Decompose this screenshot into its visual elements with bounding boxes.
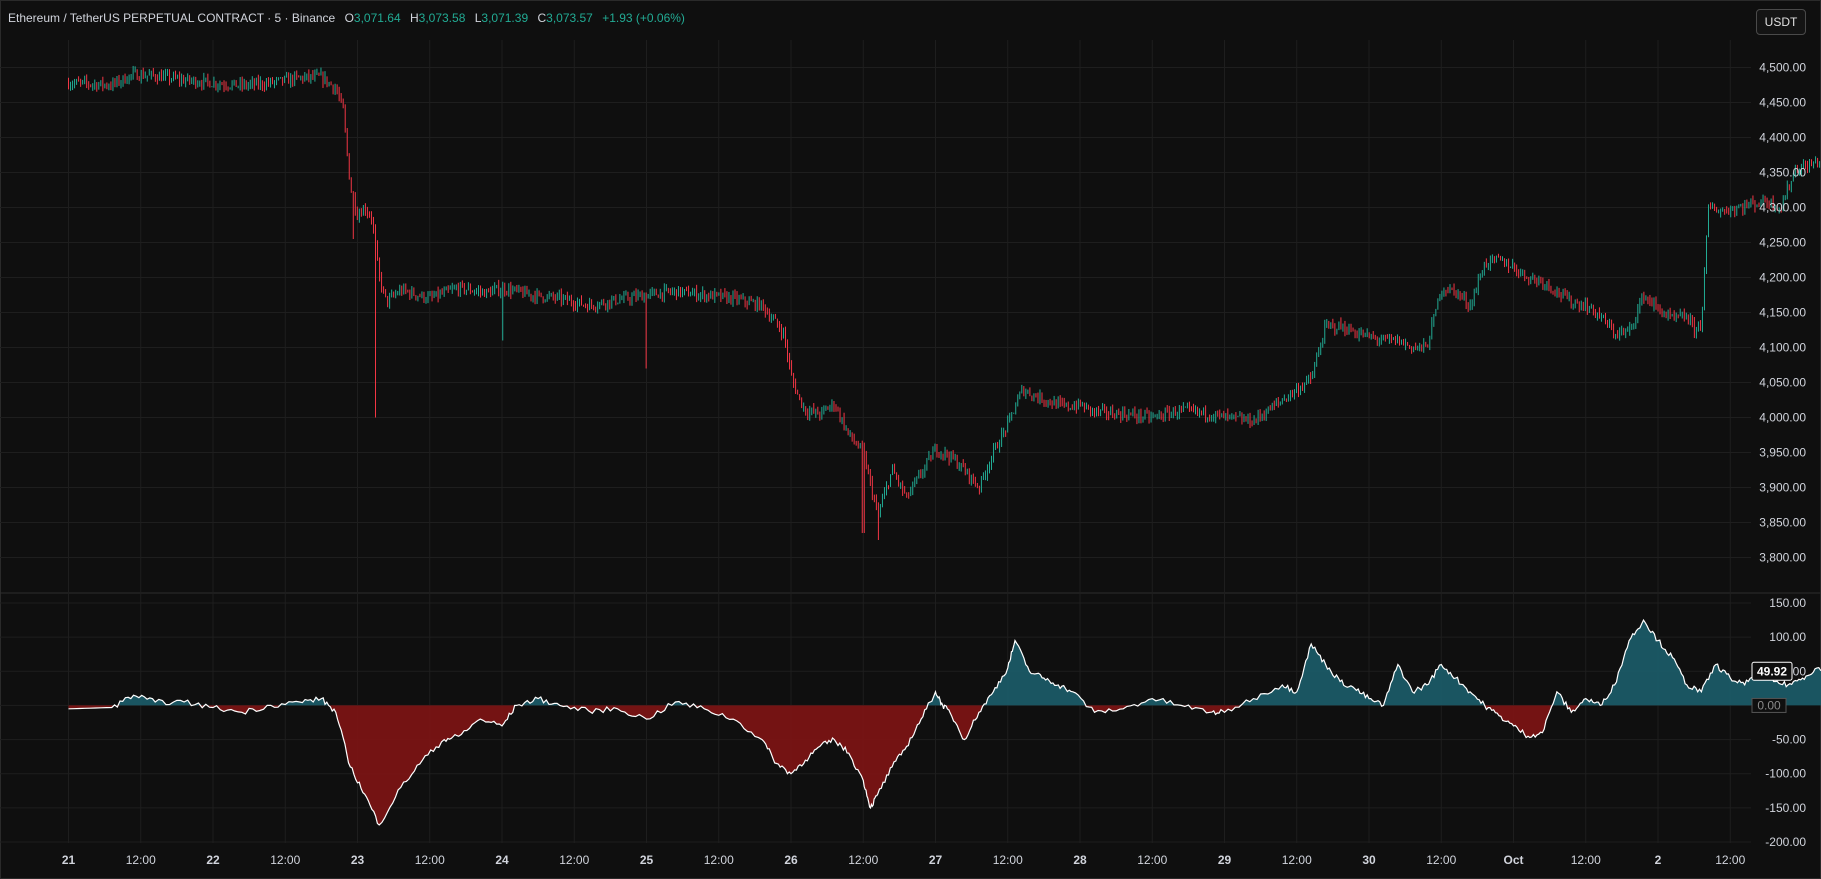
time-tick-label: 12:00	[559, 853, 589, 867]
price-tick-label: 4,100.00	[1759, 341, 1806, 355]
price-tick-label: 3,900.00	[1759, 481, 1806, 495]
axes: 4,500.00 4,450.00 4,400.00 4,350.00 4,300.00…	[62, 61, 1807, 868]
oscillator-pane[interactable]	[68, 618, 1821, 826]
price-pane[interactable]	[68, 65, 1821, 540]
low-label: L	[474, 11, 482, 25]
price-tick-label: 4,200.00	[1759, 271, 1806, 285]
time-tick-label: 12:00	[1571, 853, 1601, 867]
osc-negative-area	[68, 705, 1821, 825]
osc-tick-label: -200.00	[1765, 835, 1806, 849]
close-label: C	[537, 11, 547, 25]
symbol-title[interactable]: Ethereum / TetherUS PERPETUAL CONTRACT ·…	[8, 11, 336, 25]
time-tick-label: 29	[1218, 853, 1232, 867]
osc-tick-label: -150.00	[1765, 801, 1806, 815]
open-label: O	[344, 11, 354, 25]
last-value-box	[1751, 661, 1793, 681]
price-tick-label: 3,800.00	[1759, 551, 1806, 565]
time-tick-label: 12:00	[1282, 853, 1312, 867]
price-tick-label: 4,450.00	[1759, 96, 1806, 110]
time-tick-label: 12:00	[1426, 853, 1456, 867]
osc-positive-area	[68, 620, 1821, 706]
time-tick-label: 12:00	[993, 853, 1023, 867]
time-tick-label: 27	[929, 853, 943, 867]
price-tick-label: 4,000.00	[1759, 411, 1806, 425]
change-value: +1.93 (+0.06%)	[602, 11, 685, 25]
time-tick-label: 12:00	[270, 853, 300, 867]
time-tick-label: 12:00	[126, 853, 156, 867]
osc-tick-label: -50.00	[1772, 733, 1806, 747]
open-value: 3,071.64	[353, 11, 401, 25]
time-tick-label: 12:00	[1715, 853, 1745, 867]
time-tick-label: 25	[640, 853, 654, 867]
time-tick-label: 22	[206, 853, 220, 867]
osc-tick-label: 150.00	[1769, 596, 1806, 610]
zero-label: 0.00	[1757, 698, 1781, 712]
time-tick-label: 30	[1362, 853, 1376, 867]
time-tick-label: 24	[495, 853, 509, 867]
high-label: H	[409, 11, 419, 25]
price-tick-label: 3,950.00	[1759, 446, 1806, 460]
zero-label-box	[1751, 697, 1787, 713]
osc-tick-label: -100.00	[1765, 767, 1806, 781]
time-tick-label: 12:00	[848, 853, 878, 867]
currency-button[interactable]: USDT	[1756, 9, 1806, 35]
time-tick-label: 23	[351, 853, 365, 867]
price-tick-label: 4,400.00	[1759, 131, 1806, 145]
close-value: 3,073.57	[546, 11, 593, 25]
last-value-label: 49.92	[1757, 664, 1787, 678]
time-tick-label: 2	[1655, 853, 1662, 867]
price-tick-label: 4,350.00	[1759, 166, 1806, 180]
time-tick-label: 12:00	[415, 853, 445, 867]
price-tick-label: 4,250.00	[1759, 236, 1806, 250]
price-tick-label: 4,050.00	[1759, 376, 1806, 390]
chart-legend: Ethereum / TetherUS PERPETUAL CONTRACT ·…	[8, 11, 685, 25]
low-value: 3,071.39	[481, 11, 529, 25]
time-tick-label: 21	[62, 853, 76, 867]
time-tick-label: 26	[784, 853, 798, 867]
time-tick-label: 28	[1073, 853, 1087, 867]
osc-tick-label: 100.00	[1769, 630, 1806, 644]
time-tick-label: 12:00	[704, 853, 734, 867]
price-tick-label: 3,850.00	[1759, 516, 1806, 530]
price-tick-label: 4,500.00	[1759, 61, 1806, 75]
osc-line	[68, 618, 1821, 826]
time-tick-label: 12:00	[1137, 853, 1167, 867]
time-tick-label: Oct	[1503, 853, 1523, 867]
price-tick-label: 4,150.00	[1759, 306, 1806, 320]
price-tick-label: 4,300.00	[1759, 201, 1806, 215]
high-value: 3,073.58	[418, 11, 466, 25]
